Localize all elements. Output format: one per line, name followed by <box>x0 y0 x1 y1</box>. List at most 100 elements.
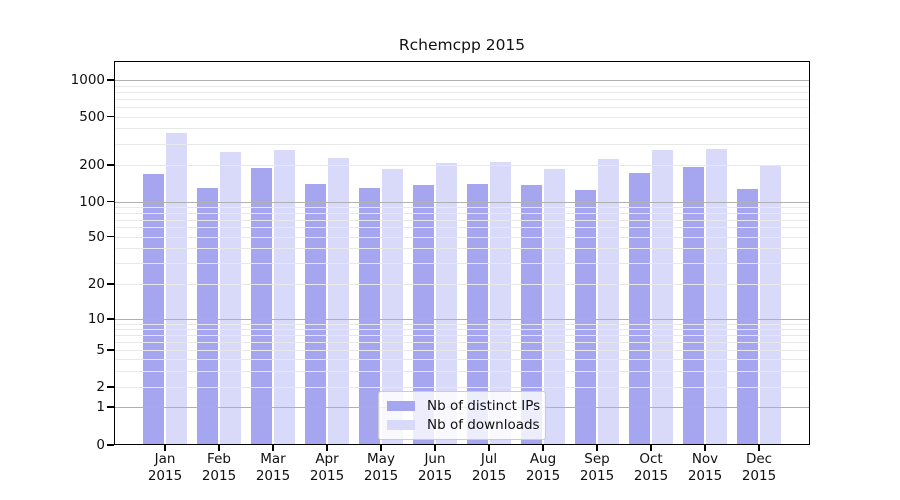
plot-area <box>114 61 810 445</box>
bar-downloads-feb <box>220 151 241 445</box>
y-tick-label-1000: 1000 <box>70 72 105 88</box>
y-tick-mark-20 <box>107 283 114 285</box>
x-tick-mark-sep <box>596 445 598 451</box>
x-tick-month: May <box>367 451 395 467</box>
x-tick-month: Mar <box>260 451 286 467</box>
y-tick-label-50: 50 <box>87 228 105 245</box>
y-tick-mark-1 <box>107 406 114 408</box>
x-tick-label-jun: Jun 2015 <box>405 451 465 485</box>
x-tick-mark-feb <box>218 445 220 451</box>
x-tick-mark-jan <box>164 445 166 451</box>
x-tick-label-oct: Oct 2015 <box>621 451 681 485</box>
legend-item-distinct-ips: Nb of distinct IPs <box>387 398 540 414</box>
x-tick-month: Nov <box>691 451 719 467</box>
x-tick-label-nov: Nov 2015 <box>675 451 735 485</box>
legend-label-distinct-ips: Nb of distinct IPs <box>427 398 541 414</box>
bar-distinct-ips-dec <box>737 189 758 445</box>
bar-distinct-ips-jan <box>143 173 164 445</box>
x-tick-mark-jun <box>434 445 436 451</box>
bar-downloads-apr <box>328 158 349 445</box>
bar-distinct-ips-may <box>359 187 380 445</box>
bar-distinct-ips-apr <box>305 184 326 445</box>
bar-distinct-ips-jun <box>413 184 434 445</box>
y-tick-mark-200 <box>107 164 114 166</box>
y-tick-label-20: 20 <box>87 276 105 292</box>
y-tick-label-10: 10 <box>87 311 105 327</box>
bar-downloads-dec <box>760 165 781 445</box>
y-tick-mark-0 <box>107 444 114 446</box>
y-tick-mark-100 <box>107 200 114 203</box>
x-tick-label-aug: Aug 2015 <box>513 451 573 485</box>
bar-distinct-ips-mar <box>251 167 272 445</box>
x-tick-month: Feb <box>207 451 231 467</box>
x-tick-year: 2015 <box>525 468 561 484</box>
y-tick-mark-10 <box>107 318 114 320</box>
legend-label-downloads: Nb of downloads <box>427 417 540 433</box>
bar-downloads-mar <box>274 149 295 445</box>
x-tick-month: Apr <box>315 451 339 467</box>
x-tick-label-may: May 2015 <box>351 451 411 485</box>
x-tick-year: 2015 <box>741 468 777 484</box>
y-tick-mark-5 <box>107 349 114 351</box>
bar-distinct-ips-feb <box>197 188 218 445</box>
bar-downloads-oct <box>652 149 673 445</box>
y-tick-label-0: 0 <box>96 437 105 453</box>
y-tick-label-100: 100 <box>79 193 105 210</box>
x-tick-label-feb: Feb 2015 <box>189 451 249 485</box>
bar-downloads-nov <box>706 148 727 445</box>
x-tick-month: Jul <box>480 451 498 467</box>
x-tick-mark-dec <box>758 445 760 451</box>
x-tick-label-jan: Jan 2015 <box>135 451 195 485</box>
y-tick-label-500: 500 <box>79 108 105 125</box>
x-tick-year: 2015 <box>687 468 723 484</box>
x-tick-label-mar: Mar 2015 <box>243 451 303 485</box>
x-tick-year: 2015 <box>417 468 453 484</box>
bar-downloads-may <box>382 169 403 445</box>
x-tick-month: Jun <box>424 451 446 467</box>
x-tick-year: 2015 <box>579 468 615 484</box>
bar-downloads-jun <box>436 162 457 445</box>
y-tick-mark-2 <box>107 386 114 388</box>
x-tick-year: 2015 <box>471 468 507 484</box>
y-tick-mark-500 <box>107 115 114 118</box>
x-tick-mark-jul <box>488 445 490 451</box>
bar-distinct-ips-jul <box>467 184 488 445</box>
x-tick-year: 2015 <box>309 468 345 484</box>
y-tick-mark-50 <box>107 235 114 238</box>
x-tick-label-sep: Sep 2015 <box>567 451 627 485</box>
bar-downloads-aug <box>544 169 565 445</box>
x-tick-month: Sep <box>584 451 610 467</box>
chart-title: Rchemcpp 2015 <box>398 36 526 54</box>
bar-distinct-ips-aug <box>521 185 542 445</box>
x-tick-month: Jan <box>154 451 176 467</box>
x-tick-month: Dec <box>745 451 773 467</box>
y-tick-mark-1000 <box>107 79 114 81</box>
x-tick-year: 2015 <box>147 468 183 484</box>
legend-item-downloads: Nb of downloads <box>387 417 540 433</box>
bar-downloads-sep <box>598 159 619 445</box>
y-tick-label-1: 1 <box>96 399 105 415</box>
x-tick-label-dec: Dec 2015 <box>729 451 789 485</box>
x-tick-mark-oct <box>650 445 652 451</box>
x-tick-label-apr: Apr 2015 <box>297 451 357 485</box>
x-tick-mark-aug <box>542 445 544 451</box>
x-tick-mark-nov <box>704 445 706 451</box>
legend-swatch-distinct-ips <box>387 401 415 411</box>
bar-distinct-ips-sep <box>575 189 596 445</box>
bar-distinct-ips-oct <box>629 172 650 445</box>
x-tick-year: 2015 <box>633 468 669 484</box>
legend: Nb of distinct IPs Nb of downloads <box>378 391 546 440</box>
x-tick-year: 2015 <box>201 468 237 484</box>
x-tick-mark-apr <box>326 445 328 451</box>
bar-downloads-jul <box>490 162 511 445</box>
bars-layer <box>114 61 810 445</box>
x-tick-year: 2015 <box>255 468 291 484</box>
x-tick-year: 2015 <box>363 468 399 484</box>
y-tick-label-2: 2 <box>96 379 105 395</box>
y-tick-label-5: 5 <box>96 342 105 358</box>
x-tick-mark-may <box>380 445 382 451</box>
bar-distinct-ips-nov <box>683 166 704 445</box>
x-tick-month: Oct <box>639 451 663 467</box>
y-tick-label-200: 200 <box>79 157 105 173</box>
